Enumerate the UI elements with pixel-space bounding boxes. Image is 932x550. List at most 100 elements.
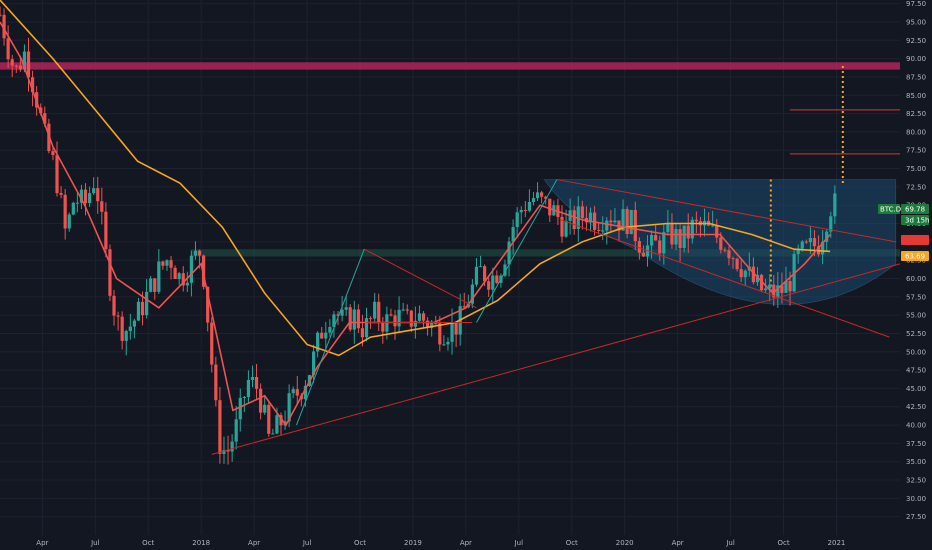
candle-body	[104, 211, 108, 250]
y-tick-label: 87.50	[906, 73, 926, 81]
candle-body	[389, 314, 393, 316]
candle-body	[132, 320, 136, 327]
candle-body	[238, 397, 242, 420]
candle-body	[686, 225, 690, 239]
candle-body	[821, 241, 825, 255]
y-tick-label: 77.50	[906, 147, 926, 155]
candle-body	[421, 313, 426, 321]
y-tick-label: 80.00	[906, 128, 926, 136]
long-term-support-line	[211, 263, 901, 455]
candle-body	[393, 315, 397, 327]
candle-body	[112, 295, 116, 316]
candle-body	[462, 306, 466, 308]
ma-value-badge: 63.69	[905, 253, 925, 261]
x-tick-label: Jul	[90, 539, 100, 547]
x-tick-label: 2018	[192, 539, 210, 547]
candle-body	[430, 323, 434, 328]
x-tick-label: Apr	[672, 539, 684, 547]
candle-body	[108, 249, 112, 296]
candle-body	[768, 284, 772, 289]
y-tick-label: 27.50	[906, 513, 926, 521]
y-tick-label: 32.50	[906, 477, 926, 485]
candle-body	[515, 212, 519, 228]
candle-body	[242, 397, 246, 399]
candle-body	[271, 433, 275, 435]
candle-body	[368, 318, 373, 320]
candle-body	[87, 193, 92, 204]
candle-body	[348, 307, 352, 330]
y-tick-label: 95.00	[906, 18, 926, 26]
time-axis[interactable]: Apr Jul Oct 2018 Apr Jul Oct 2019 Apr Jul Oct 2020 A…	[36, 539, 845, 547]
candle-body	[796, 248, 800, 255]
candle-body	[352, 309, 356, 330]
candle-body	[67, 214, 71, 229]
rally-line-2	[476, 179, 558, 323]
candle-body	[226, 449, 230, 452]
candle-body	[531, 198, 536, 202]
candle-body	[413, 320, 417, 327]
y-tick-label: 97.50	[906, 0, 926, 8]
candle-body	[10, 59, 14, 66]
y-tick-label: 45.00	[906, 385, 926, 393]
candle-body	[601, 230, 605, 232]
candle-body	[250, 377, 255, 380]
candle-body	[825, 231, 829, 242]
candle-body	[136, 301, 141, 321]
candle-body	[173, 267, 177, 279]
symbol-badge-bg	[878, 204, 900, 214]
candle-body	[621, 209, 625, 231]
candle-body	[324, 332, 328, 339]
candle-body	[523, 209, 527, 211]
candle-body	[332, 314, 336, 328]
candle-body	[580, 206, 584, 218]
x-tick-label: Oct	[142, 539, 154, 547]
candle-body	[654, 234, 658, 241]
candle-body	[287, 393, 291, 422]
candle-body	[548, 198, 552, 216]
price-axis[interactable]: 97.50 95.00 92.50 90.00 87.50 85.00 82.50 80.00…	[900, 0, 932, 550]
slow-moving-average	[0, 0, 831, 357]
candle-body	[719, 237, 723, 250]
candle-body	[311, 351, 316, 376]
candle-body	[812, 238, 817, 247]
candle-body	[751, 266, 755, 283]
candle-body	[328, 327, 332, 333]
candle-body	[316, 332, 320, 352]
candle-body	[197, 250, 202, 256]
candle-body	[291, 389, 295, 394]
candle-body	[124, 330, 128, 341]
candle-body	[59, 193, 63, 195]
candle-body	[438, 323, 442, 345]
candle-body	[755, 274, 760, 283]
candle-body	[218, 400, 222, 454]
candle-body	[442, 344, 446, 346]
price-badges: BTC.D 69.78 3d 15h 63.69	[878, 204, 929, 261]
candle-body	[177, 273, 181, 279]
candle-body	[417, 313, 422, 321]
candle-body	[2, 14, 6, 39]
candle-body	[63, 194, 67, 229]
candle-body	[364, 318, 369, 338]
candle-body	[743, 270, 747, 278]
candle-body	[234, 419, 238, 442]
candle-body	[629, 209, 633, 234]
candle-body	[397, 309, 401, 327]
candle-body	[0, 14, 2, 16]
candle-body	[491, 275, 495, 290]
y-tick-label: 35.00	[906, 458, 926, 466]
candle-body	[723, 249, 727, 251]
x-tick-label: 2020	[616, 539, 634, 547]
candle-body	[731, 258, 735, 260]
candle-body	[788, 281, 792, 292]
candle-body	[14, 65, 18, 67]
candle-body	[83, 189, 88, 204]
candle-body	[181, 273, 185, 286]
candle-body	[116, 315, 120, 317]
candle-body	[206, 286, 210, 323]
candle-body	[26, 51, 31, 78]
candle-body	[377, 301, 381, 323]
candle-body	[149, 278, 153, 292]
candle-body	[254, 377, 259, 389]
